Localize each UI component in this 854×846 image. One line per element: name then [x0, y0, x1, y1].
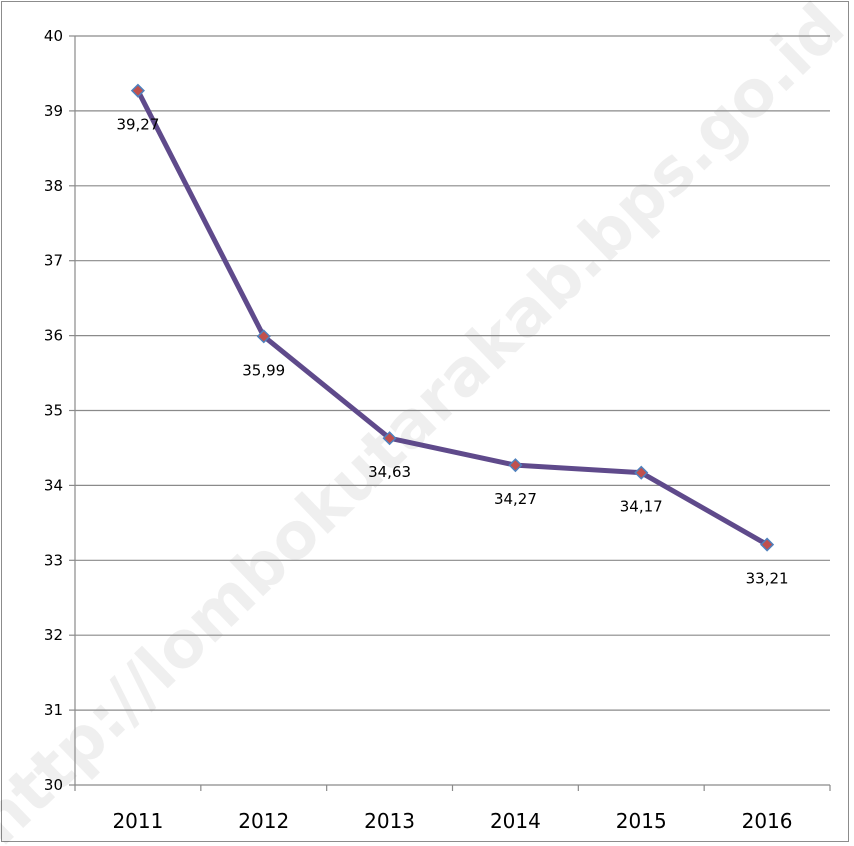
y-tick-label-31: 31	[44, 701, 63, 719]
y-tick-label-35: 35	[44, 402, 63, 420]
y-tick-label-33: 33	[44, 551, 63, 569]
y-tick-label-38: 38	[44, 177, 63, 195]
x-tick-label-2011: 2011	[112, 809, 163, 833]
data-label-2012: 35,99	[242, 361, 285, 379]
data-point-2016	[760, 537, 775, 552]
x-tick-label-2016: 2016	[742, 809, 793, 833]
data-point-2014	[508, 458, 523, 473]
axis-layer	[69, 35, 831, 791]
x-tick-label-2014: 2014	[490, 809, 541, 833]
data-label-2016: 33,21	[746, 570, 789, 588]
x-tick-label-2012: 2012	[238, 809, 289, 833]
y-tick-label-39: 39	[44, 102, 63, 120]
grid-layer	[75, 35, 830, 711]
x-tick-label-2013: 2013	[364, 809, 415, 833]
data-label-2015: 34,17	[620, 498, 663, 516]
y-tick-label-30: 30	[44, 776, 63, 794]
y-tick-label-37: 37	[44, 252, 63, 270]
data-label-2013: 34,63	[368, 463, 411, 481]
x-tick-label-2015: 2015	[616, 809, 667, 833]
data-point-2013	[382, 431, 397, 446]
y-tick-label-36: 36	[44, 327, 63, 345]
data-label-layer: 39,27 35,99 34,63 34,27 34,17 33,21	[116, 116, 788, 588]
y-tick-label-34: 34	[44, 476, 63, 494]
x-tick-labels: 2011 2012 2013 2014 2015 2016	[112, 809, 792, 833]
data-point-2012	[256, 329, 271, 344]
data-label-2014: 34,27	[494, 490, 537, 508]
series-layer	[135, 88, 770, 548]
y-tick-label-32: 32	[44, 626, 63, 644]
marker-layer	[130, 83, 775, 552]
data-point-2011	[130, 83, 145, 98]
data-point-2015	[634, 465, 649, 480]
y-tick-labels: 30 31 32 33 34 35 36 37 38 39 40	[44, 27, 63, 794]
data-label-2011: 39,27	[116, 116, 159, 134]
y-tick-label-40: 40	[44, 27, 63, 45]
series-line-0	[135, 88, 770, 548]
